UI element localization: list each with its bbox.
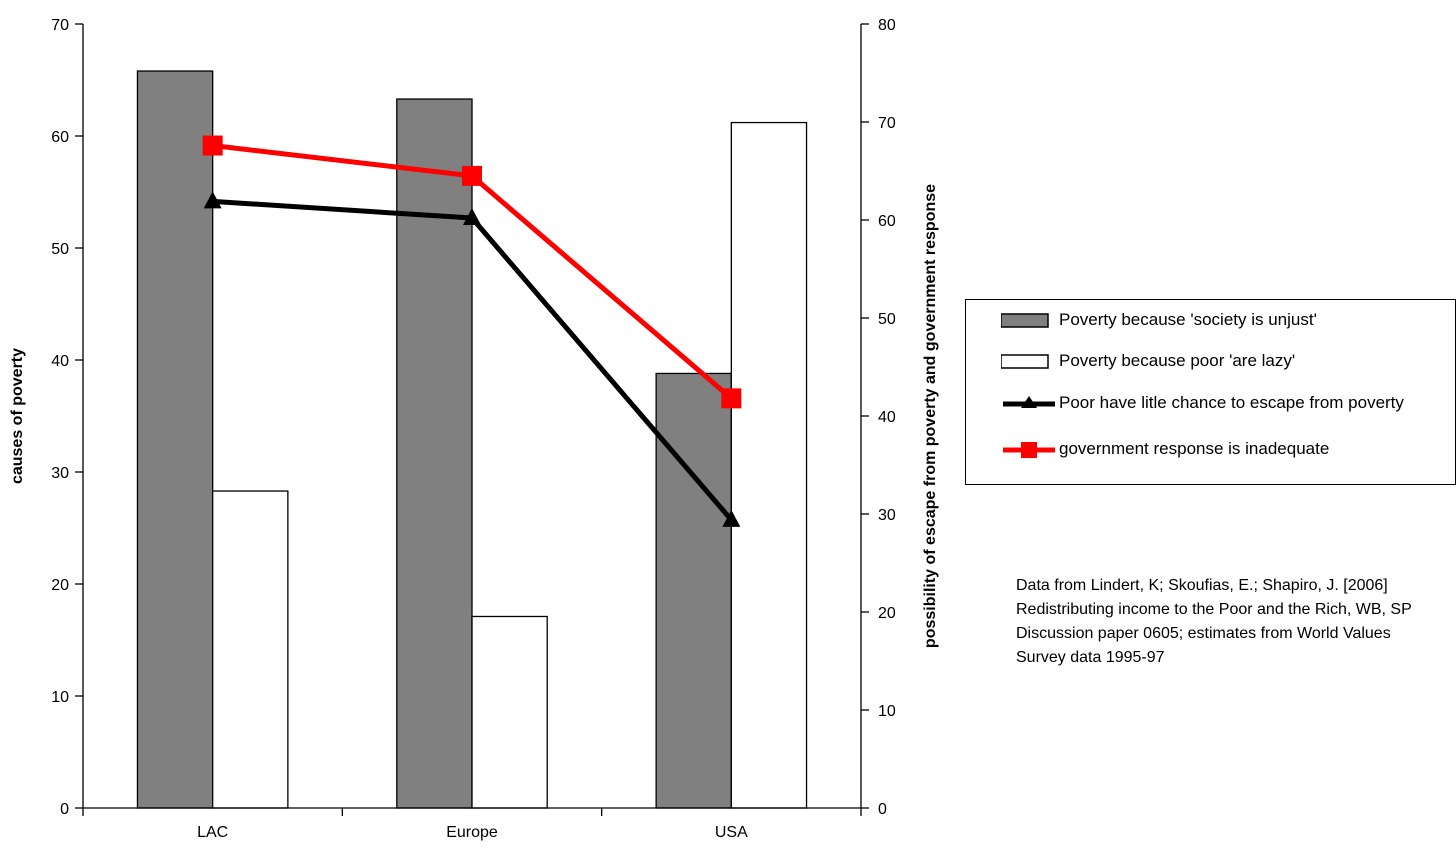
- legend-label: Poverty because poor 'are lazy': [1059, 351, 1296, 370]
- marker-usa-triangle: [722, 509, 741, 527]
- y-tick-label: 0: [60, 801, 69, 818]
- y2-tick-label: 80: [878, 17, 896, 34]
- legend-key-black-line: [1003, 396, 1055, 408]
- y-tick-label: 20: [51, 577, 69, 594]
- source-annotation: Data from Lindert, K; Skoufias, E.; Shap…: [1016, 577, 1412, 666]
- y-tick-label: 40: [51, 353, 69, 370]
- legend-item-are-lazy: Poverty because poor 'are lazy': [966, 349, 1446, 375]
- marker-usa-square: [721, 388, 742, 409]
- legend-key-red-line: [1003, 442, 1055, 458]
- y-tick-label: 60: [51, 129, 69, 146]
- y2-tick-label: 50: [878, 311, 896, 328]
- marker-lac-triangle: [203, 191, 222, 209]
- y2-axis-title: possibility of escape from poverty and g…: [922, 184, 939, 648]
- marker-lac-square: [202, 135, 223, 156]
- marker-europe-triangle: [463, 208, 481, 226]
- y2-tick-label: 70: [878, 115, 896, 132]
- x-tick-label: USA: [715, 824, 748, 841]
- lines-layer: [202, 135, 742, 527]
- bar-usa-series-1: [655, 372, 732, 809]
- y2-tick-label: 0: [878, 801, 887, 818]
- legend-label: Poor have litle chance to escape from po…: [1059, 393, 1404, 412]
- bar-europe-series-2: [471, 615, 548, 809]
- legend-key-white-bar: [1001, 354, 1049, 369]
- legend-label: government response is inadequate: [1059, 439, 1330, 458]
- x-tick-label: LAC: [197, 824, 228, 841]
- legend-item-govt-inadequate: government response is inadequate: [966, 437, 1446, 463]
- bar-lac-series-1: [136, 70, 214, 809]
- bar-usa-series-2: [730, 121, 808, 809]
- x-tick-label: Europe: [446, 824, 498, 841]
- y-tick-label: 50: [51, 241, 69, 258]
- legend-label: Poverty because 'society is unjust': [1059, 310, 1317, 329]
- y-axis-title: causes of poverty: [9, 348, 26, 484]
- axes-layer: [75, 23, 869, 816]
- legend-item-society-unjust: Poverty because 'society is unjust': [966, 308, 1446, 334]
- bar-lac-series-2: [212, 490, 289, 809]
- y2-tick-label: 10: [878, 703, 896, 720]
- chart-legend: Poverty because 'society is unjust' Pove…: [965, 299, 1456, 485]
- legend-item-little-chance: Poor have litle chance to escape from po…: [966, 391, 1446, 417]
- y2-tick-label: 40: [878, 409, 896, 426]
- labels-layer: 0 10 20 30 40 50 60 70 0 10 20 30 40 50 60 70 80 LAC Europ…: [51, 17, 896, 841]
- marker-europe-square: [462, 165, 482, 186]
- y-tick-label: 10: [51, 689, 69, 706]
- legend-key-gray-bar: [1001, 313, 1049, 328]
- bar-europe-series-1: [396, 98, 473, 809]
- y2-tick-label: 30: [878, 507, 896, 524]
- y-tick-label: 70: [51, 17, 69, 34]
- y2-tick-label: 60: [878, 213, 896, 230]
- y-tick-label: 30: [51, 465, 69, 482]
- y2-tick-label: 20: [878, 605, 896, 622]
